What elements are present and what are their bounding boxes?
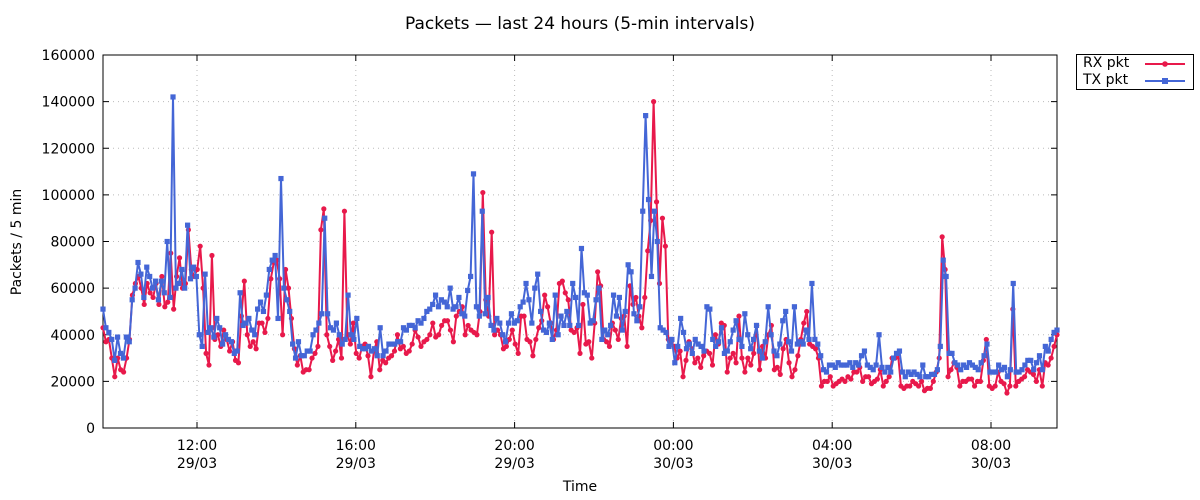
x-tick-label: 04:00 <box>812 438 852 454</box>
x-tick-label: 00:00 <box>653 438 693 454</box>
legend-label-rx: RX pkt <box>1083 55 1130 71</box>
x-tick-date: 29/03 <box>494 456 534 472</box>
x-tick-label: 12:00 <box>177 438 217 454</box>
legend-tx-line-icon <box>1145 78 1185 84</box>
y-tick-label: 160000 <box>42 48 95 64</box>
x-tick-date: 29/03 <box>177 456 217 472</box>
y-tick-label: 100000 <box>42 188 95 204</box>
legend-item-rx: RX pkt <box>1083 55 1129 72</box>
y-tick-label: 60000 <box>50 281 95 297</box>
x-tick-date: 29/03 <box>336 456 376 472</box>
legend-label-tx: TX pkt <box>1083 72 1129 88</box>
axes: 0 20000 40000 60000 80000 100000 120000 140000 1… <box>42 48 1058 472</box>
legend: RX pkt TX pkt <box>1076 54 1194 90</box>
x-tick-label: 08:00 <box>971 438 1011 454</box>
y-tick-label: 20000 <box>50 374 95 390</box>
chart-title: Packets — last 24 hours (5-min intervals… <box>405 14 755 34</box>
y-tick-label: 140000 <box>42 95 95 111</box>
x-tick-date: 30/03 <box>653 456 693 472</box>
x-tick-label: 20:00 <box>494 438 534 454</box>
grid-lines <box>103 55 1057 428</box>
y-tick-label: 0 <box>86 421 95 437</box>
y-tick-label: 120000 <box>42 141 95 157</box>
legend-item-tx: TX pkt <box>1083 72 1128 89</box>
y-tick-label: 80000 <box>50 235 95 251</box>
x-axis-label: Time <box>562 479 598 495</box>
x-tick-date: 30/03 <box>971 456 1011 472</box>
data-series <box>100 94 1060 396</box>
x-tick-date: 30/03 <box>812 456 852 472</box>
y-tick-label: 40000 <box>50 328 95 344</box>
x-tick-label: 16:00 <box>336 438 376 454</box>
legend-rx-line-icon <box>1145 61 1185 67</box>
